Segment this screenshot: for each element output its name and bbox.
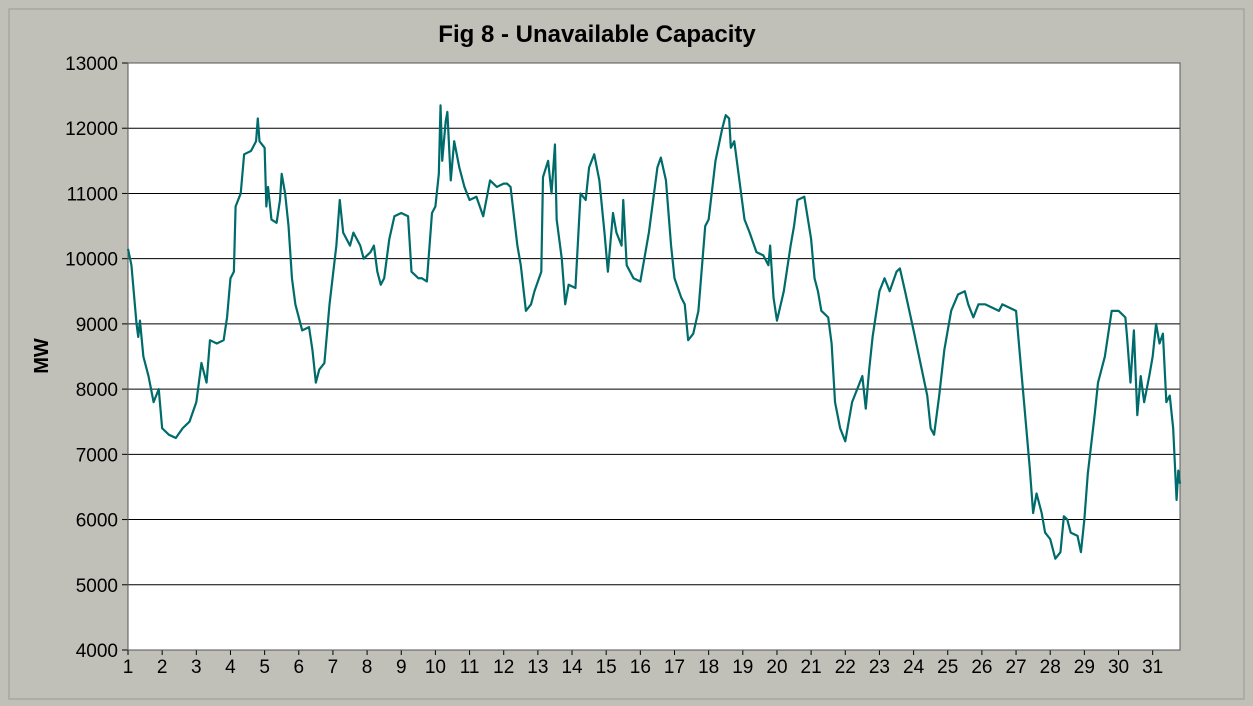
x-tick-label: 23: [869, 657, 890, 678]
x-tick-label: 10: [425, 657, 446, 678]
y-axis-label: MW: [31, 338, 53, 374]
x-tick-label: 20: [766, 657, 787, 678]
plot-border: [127, 62, 1181, 651]
x-tick-label: 31: [1142, 657, 1163, 678]
x-tick-label: 27: [1005, 657, 1026, 678]
y-tick-label: 10000: [65, 250, 118, 271]
x-tick-label: 3: [191, 657, 202, 678]
x-tick-label: 11: [460, 657, 480, 678]
x-tick-label: 26: [971, 657, 992, 678]
x-tick-label: 25: [937, 657, 958, 678]
x-tick-label: 4: [225, 657, 236, 678]
x-tick-label: 17: [664, 657, 685, 678]
x-tick-label: 16: [630, 657, 651, 678]
x-tick-label: 18: [698, 657, 719, 678]
x-tick-label: 1: [123, 657, 134, 678]
x-tick-label: 21: [801, 657, 822, 678]
x-tick-label: 6: [293, 657, 304, 678]
plot-area: [128, 63, 1180, 650]
x-tick-label: 7: [328, 657, 339, 678]
y-tick-label: 9000: [76, 315, 118, 336]
y-tick-label: 11000: [67, 184, 118, 205]
x-tick-label: 29: [1074, 657, 1095, 678]
line-series: [126, 104, 1182, 560]
x-tick-label: 15: [596, 657, 617, 678]
y-tick-label: 4000: [76, 641, 118, 662]
y-tick-label: 6000: [76, 511, 118, 532]
x-tick-label: 22: [835, 657, 856, 678]
chart-frame: [8, 8, 1245, 700]
x-tick-label: 9: [396, 657, 407, 678]
x-tick-label: 19: [732, 657, 753, 678]
x-tick-label: 2: [157, 657, 168, 678]
x-tick-label: 8: [362, 657, 373, 678]
y-tick-label: 7000: [76, 445, 118, 466]
y-tick-label: 12000: [65, 119, 118, 140]
x-tick-label: 28: [1040, 657, 1061, 678]
chart-title: Fig 8 - Unavailable Capacity: [438, 21, 756, 48]
x-tick-label: 24: [903, 657, 925, 678]
x-tick-label: 30: [1108, 657, 1129, 678]
x-tick-label: 5: [259, 657, 270, 678]
y-tick-label: 13000: [65, 54, 118, 75]
y-tick-label: 8000: [76, 380, 118, 401]
x-tick-label: 12: [493, 657, 514, 678]
x-tick-label: 14: [561, 657, 583, 678]
y-tick-label: 5000: [76, 576, 118, 597]
x-tick-label: 13: [527, 657, 548, 678]
